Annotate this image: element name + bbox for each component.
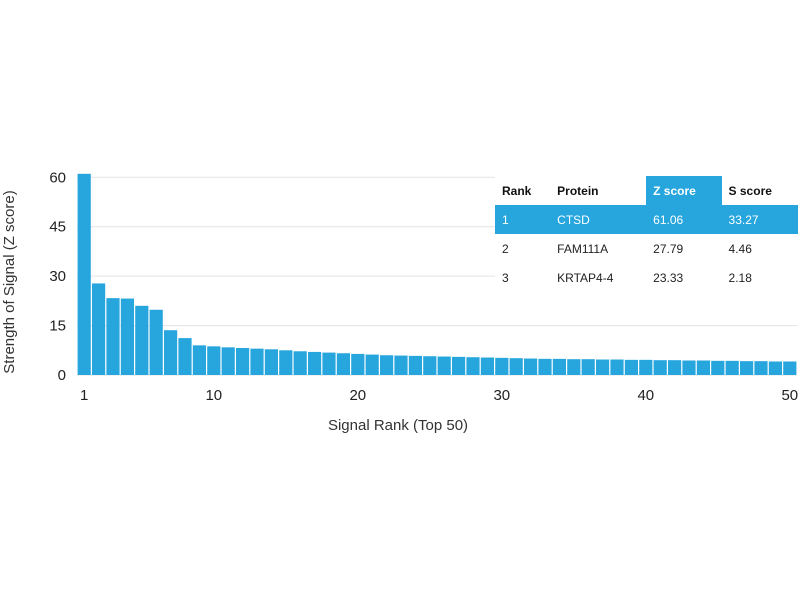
bar: [380, 355, 394, 375]
bar: [408, 355, 422, 375]
bar: [653, 360, 667, 375]
bar: [466, 357, 480, 375]
bar: [524, 358, 538, 375]
bar: [437, 356, 451, 375]
s-score-cell: 33.27: [721, 205, 798, 234]
bar: [768, 361, 782, 375]
bar: [351, 353, 365, 375]
x-tick-label: 40: [637, 387, 654, 404]
bar: [394, 355, 408, 375]
bar: [682, 360, 696, 375]
header-s-score: S score: [728, 183, 772, 198]
bar: [423, 356, 437, 375]
bar: [725, 360, 739, 375]
bar: [120, 298, 134, 375]
bar: [740, 361, 754, 375]
bar: [754, 361, 768, 375]
s-score-cell: 2.18: [728, 270, 752, 285]
bar: [264, 349, 278, 375]
rank-cell: 3: [502, 270, 509, 285]
bar: [538, 358, 552, 375]
bar: [668, 360, 682, 375]
x-tick-label: 50: [781, 387, 798, 404]
header-z-score: Z score: [646, 176, 722, 205]
x-axis-title: Signal Rank (Top 50): [328, 417, 468, 434]
bar: [610, 359, 624, 375]
protein-cell: CTSD: [550, 205, 647, 234]
z-score-cell: 23.33: [653, 270, 684, 285]
bar: [207, 346, 221, 375]
x-tick-label: 20: [349, 387, 366, 404]
bar: [696, 360, 710, 375]
y-axis-title: Strength of Signal (Z score): [1, 190, 18, 373]
bar: [77, 173, 91, 375]
bar: [221, 347, 235, 375]
protein-cell: KRTAP4-4: [557, 270, 614, 285]
bar: [480, 357, 494, 375]
x-tick-label: 10: [205, 387, 222, 404]
y-tick-label: 30: [49, 268, 66, 285]
bar: [135, 305, 149, 375]
bar: [279, 350, 293, 375]
y-tick-label: 15: [49, 318, 66, 335]
bar: [293, 351, 307, 375]
bar: [624, 359, 638, 375]
bar: [92, 283, 106, 375]
x-tick-label: 1: [80, 387, 88, 404]
table-header-row: Rank Protein Z score S score: [495, 176, 798, 205]
header-protein: Protein: [557, 183, 599, 198]
bar: [639, 359, 653, 375]
bar: [581, 359, 595, 375]
bars: [77, 173, 797, 375]
bar: [236, 347, 250, 375]
score-table: Rank Protein Z score S score 1 CTSD 61.0…: [495, 176, 798, 292]
bar: [336, 353, 350, 375]
bar: [596, 359, 610, 375]
rank-cell: 1: [495, 205, 551, 234]
bar: [308, 351, 322, 375]
x-tick-labels: 1 10 20 30 40 50: [80, 387, 798, 404]
bar: [495, 357, 509, 375]
bar: [711, 360, 725, 375]
bar: [783, 361, 797, 375]
y-tick-label: 60: [49, 169, 66, 186]
bar: [149, 309, 163, 375]
y-tick-label: 0: [58, 367, 66, 384]
bar: [567, 359, 581, 375]
s-score-cell: 4.46: [728, 241, 752, 256]
table-row: 3 KRTAP4-4 23.33 2.18: [495, 263, 798, 292]
bar: [322, 352, 336, 375]
y-tick-labels: 0 15 30 45 60: [49, 169, 66, 384]
bar: [250, 348, 264, 375]
protein-cell: FAM111A: [557, 241, 609, 256]
z-score-cell: 27.79: [653, 241, 684, 256]
table-row: 1 CTSD 61.06 33.27: [495, 205, 798, 234]
rank-cell: 2: [502, 241, 509, 256]
z-score-cell: 61.06: [646, 205, 722, 234]
bar: [164, 330, 178, 375]
bar: [365, 354, 379, 375]
bar: [106, 298, 120, 375]
y-tick-label: 45: [49, 219, 66, 236]
table-row: 2 FAM111A 27.79 4.46: [495, 234, 798, 263]
bar: [178, 338, 192, 375]
header-rank: Rank: [502, 183, 532, 198]
bar: [509, 358, 523, 375]
bar: [552, 358, 566, 375]
x-tick-label: 30: [493, 387, 510, 404]
bar: [192, 345, 206, 375]
bar: [452, 356, 466, 375]
